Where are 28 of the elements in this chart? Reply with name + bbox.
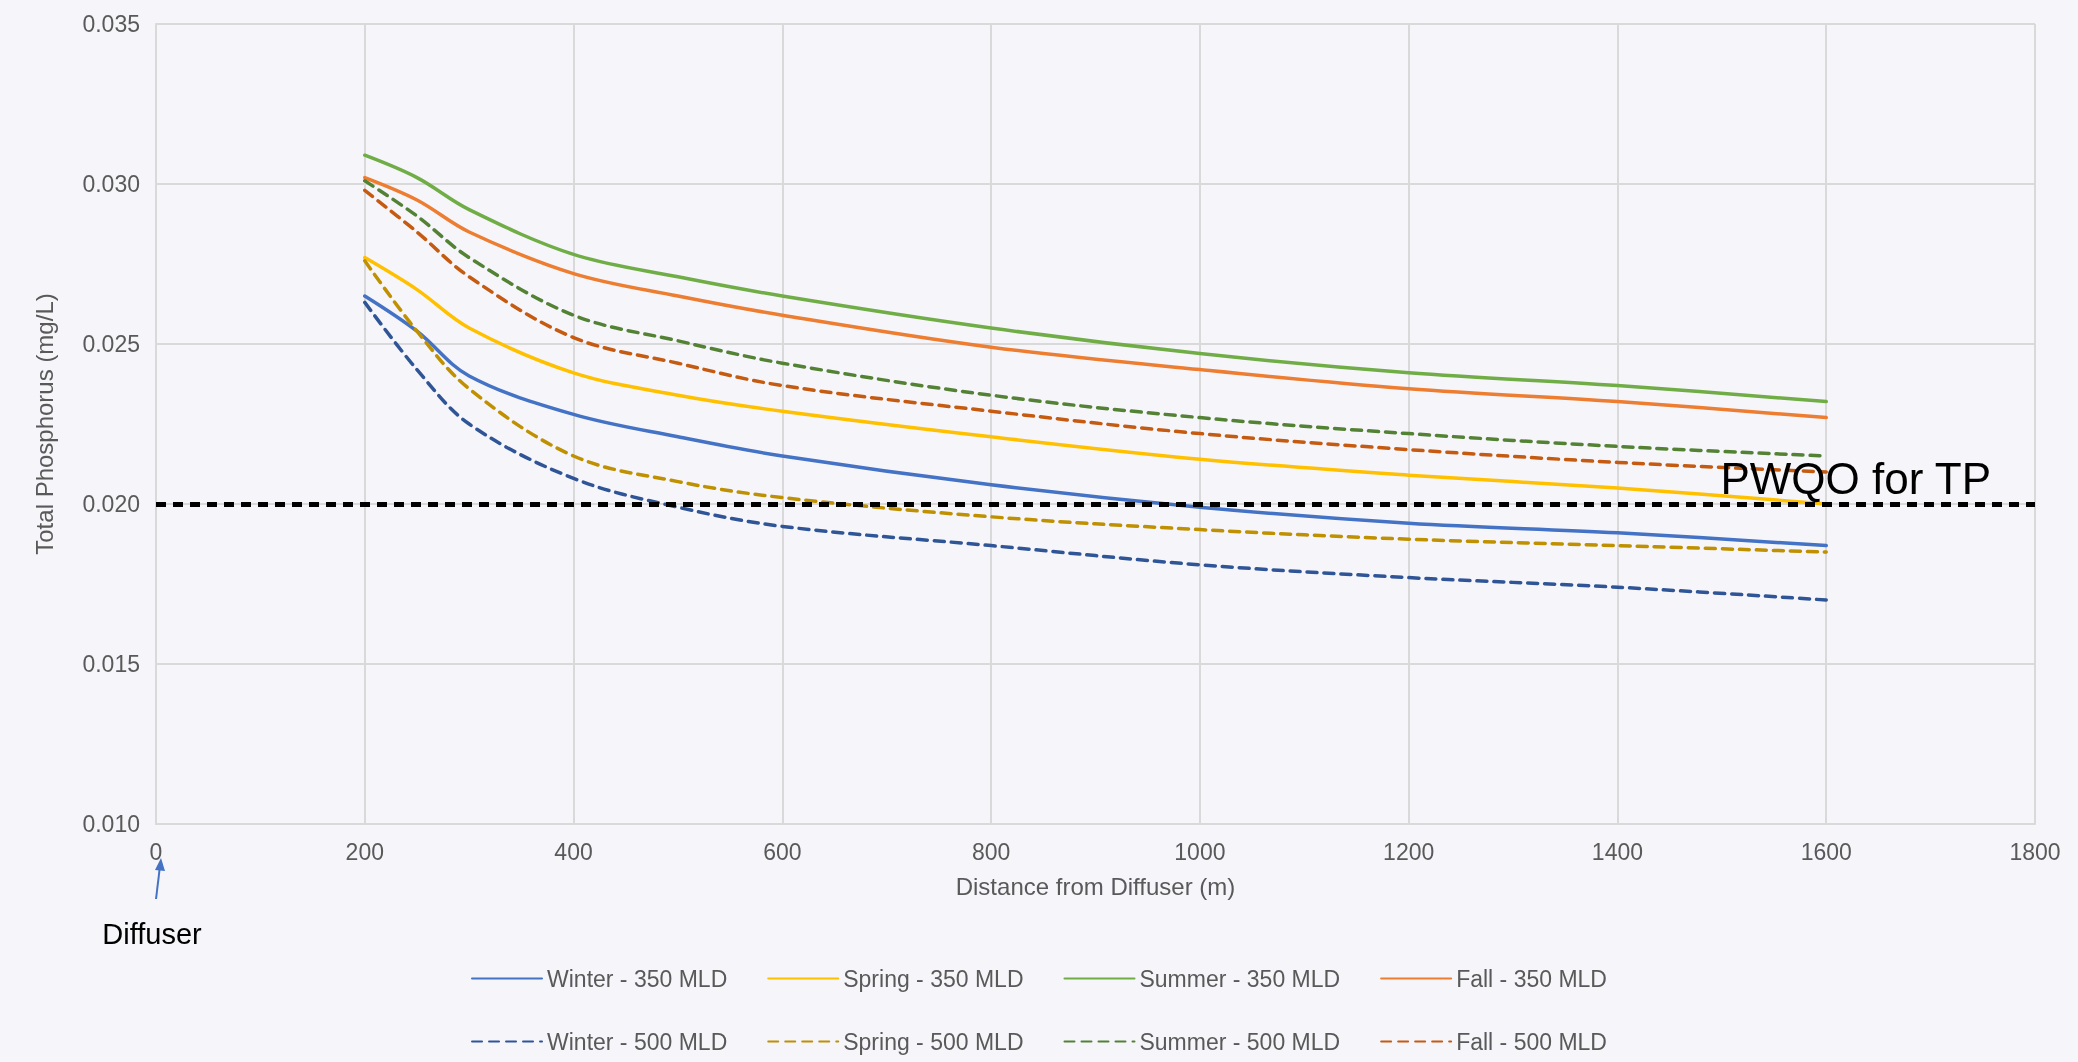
x-tick-label: 200: [345, 838, 384, 865]
y-tick-label: 0.015: [82, 651, 140, 677]
x-tick-label: 1400: [1591, 838, 1644, 865]
ref-line-label: PWQO for TP: [1720, 453, 1991, 503]
y-axis-title: Total Phosphorus (mg/L): [30, 293, 58, 555]
y-tick-label: 0.025: [82, 331, 140, 357]
x-tick-label: 800: [971, 838, 1011, 865]
legend-label: Fall - 500 MLD: [1456, 1028, 1607, 1055]
x-tick-label: 1200: [1383, 838, 1435, 865]
y-tick-label: 0.030: [82, 171, 140, 197]
legend-label: Winter - 350 MLD: [547, 965, 728, 992]
x-tick-label: 1000: [1174, 838, 1226, 865]
legend-label: Spring - 350 MLD: [843, 965, 1024, 992]
y-tick-label: 0.010: [82, 811, 140, 837]
x-tick-label: 1600: [1800, 838, 1852, 865]
legend-label: Summer - 500 MLD: [1139, 1028, 1341, 1055]
x-tick-label: 400: [554, 838, 593, 865]
x-axis-title: Distance from Diffuser (m): [955, 872, 1236, 900]
x-tick-label: 0: [149, 838, 163, 865]
text: Diffuser: [102, 918, 203, 950]
legend-label: Summer - 350 MLD: [1139, 965, 1341, 992]
legend-label: Spring - 500 MLD: [843, 1028, 1024, 1055]
y-tick-label: 0.020: [82, 491, 140, 517]
legend-label: Winter - 500 MLD: [547, 1028, 728, 1055]
x-tick-label: 1800: [2009, 838, 2061, 865]
x-tick-label: 600: [763, 838, 802, 865]
legend-label: Fall - 350 MLD: [1456, 965, 1607, 992]
y-tick-label: 0.035: [82, 11, 140, 37]
